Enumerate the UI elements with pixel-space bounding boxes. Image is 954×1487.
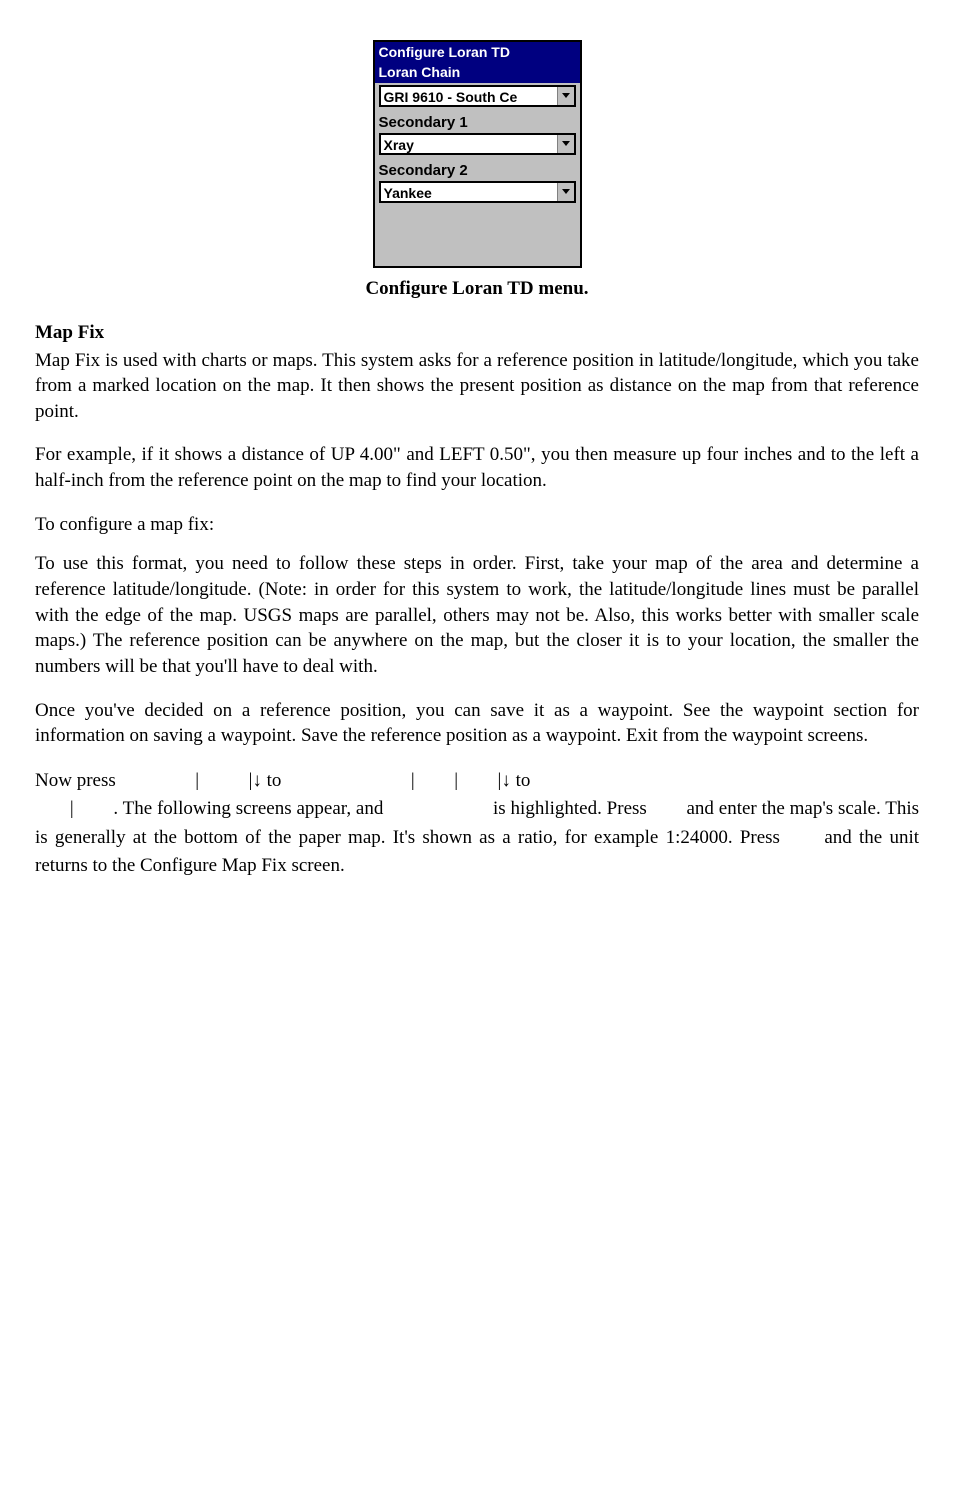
secondary1-combo[interactable]: Xray [379,133,576,155]
secondary2-combo[interactable]: Yankee [379,181,576,203]
step-text: Now press [35,770,121,791]
step-text: |↓ to [249,770,287,791]
paragraph-1: Map Fix is used with charts or maps. Thi… [35,348,919,425]
paragraph-5: Once you've decided on a reference posit… [35,698,919,749]
step-sep: | [195,770,199,791]
dropdown-icon[interactable] [557,87,574,105]
loran-chain-value: GRI 9610 - South Ce [381,87,557,105]
paragraph-2: For example, if it shows a distance of U… [35,442,919,493]
step-text: . The following screens appear, and [113,798,388,819]
secondary2-label: Secondary 2 [379,161,576,181]
secondary1-label: Secondary 1 [379,113,576,133]
paragraph-4: To use this format, you need to follow t… [35,551,919,679]
secondary1-value: Xray [381,135,557,153]
dialog-container: Configure Loran TD Loran Chain GRI 9610 … [35,40,919,268]
step-sep: | [411,770,415,791]
loran-chain-combo[interactable]: GRI 9610 - South Ce [379,85,576,107]
dialog-subtitle: Loran Chain [375,63,580,83]
dropdown-icon[interactable] [557,183,574,201]
step-text: |↓ to [498,770,531,791]
step-sep: | [70,798,74,819]
step-text: is highlighted. Press [493,798,652,819]
dialog-title: Configure Loran TD [375,42,580,63]
dialog-spacer [379,203,576,258]
step-sep: | [454,770,458,791]
dropdown-icon[interactable] [557,135,574,153]
steps-paragraph: Now press | |↓ to | | |↓ to | . The foll… [35,767,919,881]
figure-caption: Configure Loran TD menu. [35,276,919,302]
paragraph-3: To configure a map fix: [35,512,919,538]
secondary2-value: Yankee [381,183,557,201]
configure-loran-dialog: Configure Loran TD Loran Chain GRI 9610 … [373,40,582,268]
dialog-body: GRI 9610 - South Ce Secondary 1 Xray Sec… [375,83,580,267]
section-heading: Map Fix [35,320,919,346]
